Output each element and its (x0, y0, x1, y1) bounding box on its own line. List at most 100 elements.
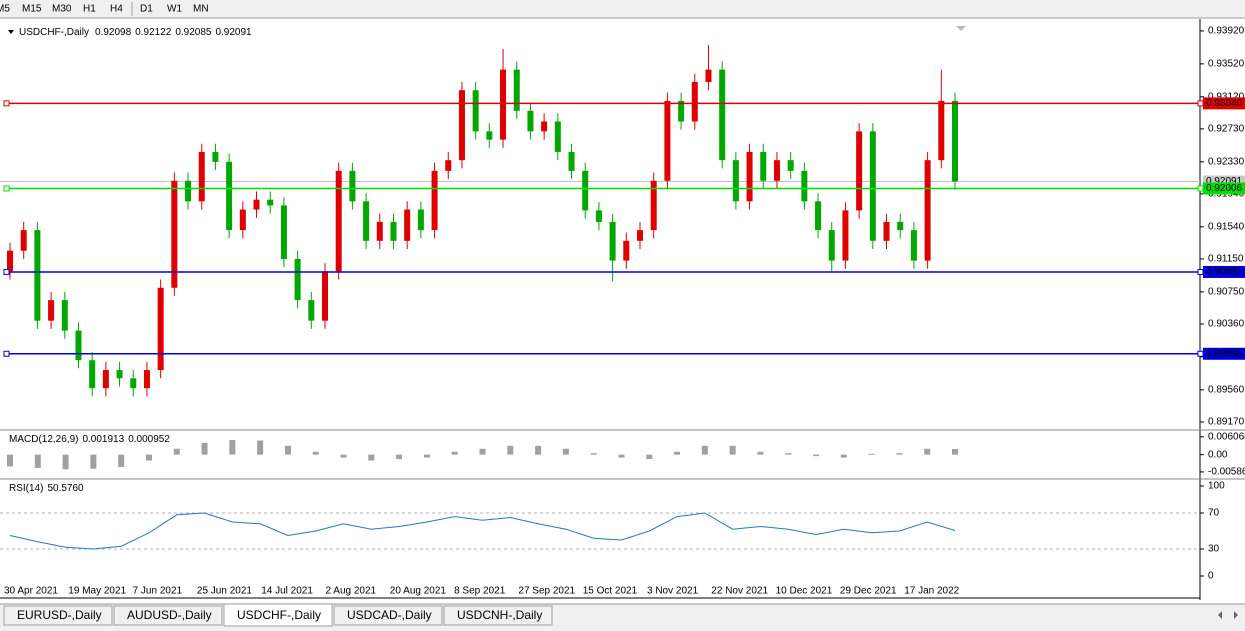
candle-body (130, 378, 137, 389)
macd-bar (701, 445, 708, 455)
candle-body (760, 151, 767, 181)
candle-body (226, 161, 233, 231)
x-tick-label: 27 Sep 2021 (518, 586, 575, 597)
timeframe-button[interactable]: M30 (52, 4, 72, 15)
macd-bar (674, 451, 681, 455)
tab[interactable] (333, 605, 443, 626)
candle-body (650, 180, 657, 231)
rsi-tick-label: 0 (1208, 571, 1214, 582)
y-tick-label: 0.93520 (1208, 59, 1245, 70)
timeframe-button[interactable]: W1 (167, 4, 182, 15)
level-label: 0.89998 (1206, 348, 1243, 359)
x-tick-label: 14 Jul 2021 (261, 586, 313, 597)
collapse-arrow[interactable] (8, 30, 14, 34)
tab-label[interactable]: USDCNH-,Daily (457, 608, 542, 622)
x-tick-label: 30 Apr 2021 (4, 586, 58, 597)
chart-header: USDCHF-,Daily 0.92098 0.92122 0.92085 0.9209… (19, 27, 252, 38)
macd-bar (535, 445, 542, 455)
tab[interactable] (113, 605, 223, 626)
candle-body (910, 230, 917, 261)
candle-body (253, 199, 260, 210)
macd-tick-label: 0.00 (1208, 449, 1228, 460)
candle-body (102, 370, 109, 389)
y-tick-label: 0.89170 (1208, 417, 1245, 428)
candle-body (308, 300, 315, 321)
macd-bar (423, 454, 430, 458)
candle-body (48, 300, 55, 321)
candle-body (267, 199, 274, 206)
macd-header: MACD(12,26,9) 0.001913 0.000952 (9, 434, 170, 445)
tab-label[interactable]: EURUSD-,Daily (17, 608, 102, 622)
tab-label[interactable]: USDCAD-,Daily (347, 608, 432, 622)
candle-body (773, 160, 780, 181)
macd-bar (340, 454, 347, 458)
candle-body (938, 100, 945, 161)
macd-bar (368, 454, 375, 461)
macd-bar (396, 454, 403, 460)
timeframe-button[interactable]: MN (193, 4, 209, 15)
candle-body (582, 170, 589, 211)
candle-body (897, 221, 904, 231)
macd-bar (813, 454, 820, 457)
level-handle[interactable] (1197, 350, 1204, 357)
candle-body (185, 180, 192, 202)
tab-scroll-left[interactable] (1218, 611, 1222, 619)
candle-body (322, 271, 328, 321)
level-handle[interactable] (3, 185, 10, 192)
macd-bar (868, 453, 875, 455)
level-handle[interactable] (1197, 100, 1204, 107)
candle-body (486, 131, 493, 140)
candle-body (20, 230, 27, 251)
macd-bar (451, 451, 458, 455)
quote-low: 0.92085 (175, 27, 212, 38)
tab-label[interactable]: AUDUSD-,Daily (127, 608, 212, 622)
rsi-line (9, 512, 956, 550)
timeframe-button[interactable]: D1 (140, 4, 153, 15)
macd-bar (896, 453, 903, 455)
x-tick-label: 2 Aug 2021 (326, 586, 377, 597)
timeframe-button[interactable]: M15 (22, 4, 42, 15)
macd-bar (62, 454, 69, 470)
y-tick-label: 0.92730 (1208, 124, 1245, 135)
macd-bar (924, 448, 931, 455)
level-handle[interactable] (3, 268, 10, 275)
level-handle[interactable] (3, 350, 10, 357)
level-handle[interactable] (1197, 268, 1204, 275)
macd-bar (34, 454, 41, 468)
level-handle[interactable] (3, 100, 10, 107)
macd-bar (562, 448, 569, 455)
macd-bar (7, 454, 13, 467)
candle-body (815, 201, 822, 231)
macd-bar (507, 445, 514, 455)
macd-bar (229, 439, 236, 455)
level-label: 0.93040 (1206, 98, 1243, 109)
candle-body (363, 201, 370, 241)
level-tag (1203, 347, 1245, 360)
macd-bar (173, 448, 180, 455)
tab[interactable] (3, 605, 113, 626)
candle-body (691, 81, 698, 122)
tab-scroll-right[interactable] (1234, 611, 1238, 619)
tab[interactable] (443, 605, 553, 626)
candle-body (390, 221, 397, 241)
timeframe-button[interactable]: H1 (83, 4, 96, 15)
macd-value: 0.001913 (82, 434, 124, 445)
candle-body (349, 170, 356, 202)
candle-body (376, 221, 383, 241)
quote-open: 0.92098 (95, 27, 132, 38)
timeframe-button[interactable]: M5 (0, 4, 10, 15)
timeframe-button[interactable]: H4 (110, 4, 123, 15)
candle-body (500, 69, 507, 140)
candle-body (595, 210, 602, 222)
candle-body (116, 370, 123, 379)
rsi-header: RSI(14) 50.5760 (9, 483, 84, 494)
x-tick-label: 19 May 2021 (68, 586, 126, 597)
y-tick-label: 0.91540 (1208, 221, 1245, 232)
level-handle[interactable] (1197, 185, 1204, 192)
y-tick-label: 0.90750 (1208, 287, 1245, 298)
candle-body (609, 221, 616, 261)
tab[interactable] (223, 603, 333, 627)
macd-bar (257, 440, 264, 455)
tab-label[interactable]: USDCHF-,Daily (237, 608, 321, 622)
